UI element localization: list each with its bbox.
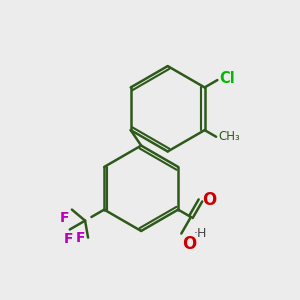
- Text: F: F: [59, 211, 69, 225]
- Text: O: O: [202, 191, 216, 209]
- Text: F: F: [64, 232, 73, 246]
- Text: ·H: ·H: [194, 227, 207, 240]
- Text: F: F: [76, 231, 85, 244]
- Text: CH₃: CH₃: [218, 130, 240, 143]
- Text: O: O: [182, 235, 196, 253]
- Text: Cl: Cl: [220, 71, 236, 86]
